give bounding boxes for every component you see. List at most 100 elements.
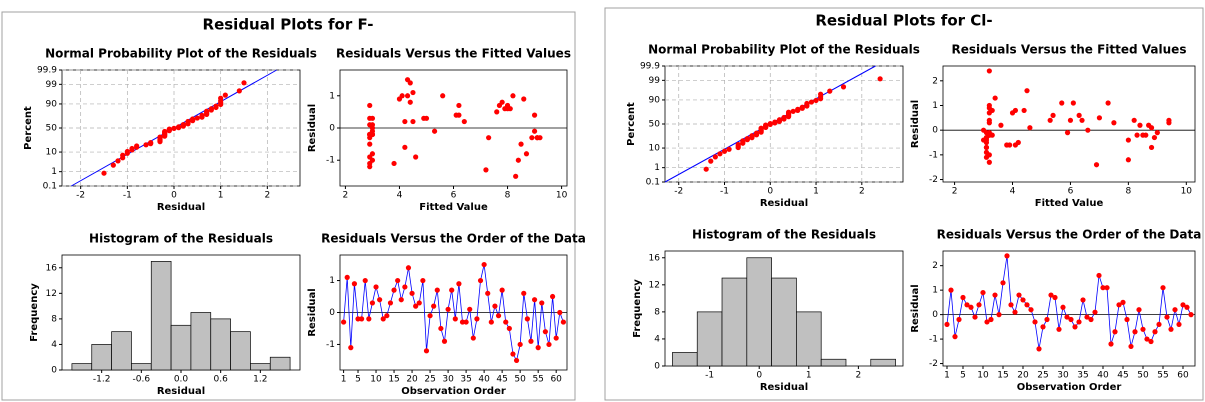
x-tick-label: 1.2 [253, 375, 267, 385]
point [120, 152, 126, 158]
point [1140, 326, 1146, 332]
point [1068, 316, 1074, 323]
point [431, 303, 437, 309]
bar [820, 358, 847, 367]
y-tick-label: 0 [932, 126, 938, 136]
point [1044, 316, 1050, 323]
point [166, 126, 172, 132]
point [185, 118, 191, 125]
y-tick-label: 10 [46, 148, 58, 158]
point [366, 316, 372, 322]
point [213, 103, 219, 109]
point [445, 306, 451, 312]
point [984, 319, 990, 325]
point [438, 325, 444, 332]
point [1096, 115, 1103, 121]
point [542, 329, 548, 335]
bar [721, 277, 748, 367]
point [180, 121, 186, 128]
x-tick-label: -1.2 [93, 375, 111, 385]
bar [210, 318, 231, 371]
point [549, 293, 556, 300]
point [410, 89, 416, 96]
point [496, 102, 503, 109]
point [968, 304, 974, 310]
point [399, 93, 405, 99]
bar [746, 257, 772, 367]
chart-title: Normal Probability Plot of the Residuals [45, 47, 317, 61]
x-tick-label: 2 [343, 191, 349, 201]
y-tick-label: 0 [932, 310, 938, 320]
y-tick-label: 0.1 [646, 178, 660, 188]
point [110, 162, 116, 168]
point [492, 303, 498, 309]
y-tick-label: 1 [329, 276, 335, 286]
point [431, 128, 438, 134]
point [1088, 316, 1094, 323]
x-tick-label: -2 [76, 191, 85, 201]
y-tick-label: 1 [932, 101, 938, 111]
x-tick-label: 50 [514, 375, 526, 385]
point [531, 112, 538, 118]
x-tick-label: 30 [442, 375, 454, 385]
y-tick-label: 1 [654, 163, 660, 173]
point [529, 135, 535, 141]
bar [170, 324, 192, 371]
point [980, 137, 987, 143]
point [1036, 346, 1042, 352]
x-axis-label: Fitted Value [1035, 198, 1104, 209]
point [986, 130, 992, 136]
point [1164, 314, 1170, 320]
y-tick-label: -1 [326, 156, 335, 166]
y-tick-label: 4 [654, 334, 660, 344]
point [1024, 88, 1030, 94]
point [998, 122, 1004, 128]
point [377, 297, 383, 303]
y-tick-label: 0.1 [43, 182, 57, 192]
point [477, 277, 484, 284]
point [1084, 314, 1090, 320]
point [518, 141, 524, 147]
point [459, 319, 466, 325]
point [410, 118, 416, 125]
point [1070, 100, 1076, 106]
point [413, 154, 419, 160]
point [488, 319, 494, 325]
point [513, 357, 520, 364]
point [504, 106, 511, 112]
point [521, 96, 527, 102]
point [537, 135, 543, 141]
point [470, 335, 476, 341]
x-tick-label: 0 [171, 191, 177, 201]
x-tick-label: 4 [1010, 187, 1016, 197]
point [486, 135, 492, 141]
point [148, 140, 154, 146]
point [1064, 314, 1070, 320]
point [1156, 321, 1162, 328]
x-tick-label: 55 [1157, 371, 1168, 381]
point [463, 319, 469, 325]
point [204, 108, 210, 114]
point [483, 167, 489, 173]
point [983, 154, 990, 160]
x-tick-label: -1 [123, 191, 132, 201]
point [129, 145, 135, 152]
point [124, 148, 130, 155]
point [1152, 329, 1158, 335]
x-axis-label: Residual [760, 382, 808, 393]
y-tick-label: 0 [51, 366, 57, 376]
point [1172, 307, 1178, 313]
point [818, 91, 824, 97]
x-tick-label: 8 [505, 191, 511, 201]
point [712, 154, 718, 160]
bar [190, 312, 212, 371]
point [402, 144, 408, 150]
bar [696, 311, 723, 367]
bar [250, 363, 271, 371]
point [992, 292, 998, 298]
point [986, 110, 992, 116]
y-tick-label: -2 [929, 359, 938, 369]
point [763, 122, 769, 128]
x-tick-label: 1 [218, 191, 224, 201]
